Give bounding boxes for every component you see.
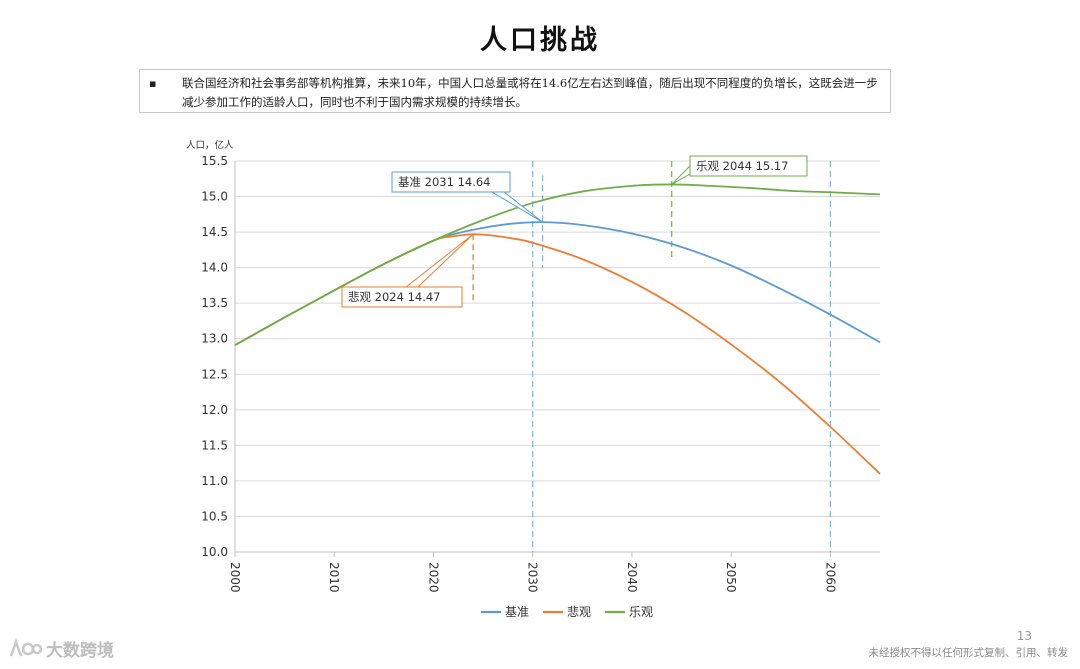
y-tick-label: 13.0 (201, 332, 228, 346)
y-tick-label: 15.5 (201, 154, 228, 168)
legend-label-baseline: 基准 (505, 605, 529, 619)
y-tick-label: 15.0 (201, 190, 228, 204)
legend-label-optimistic: 乐观 (629, 605, 653, 619)
x-tick-label: 2020 (426, 562, 440, 593)
x-tick-label: 2050 (724, 562, 738, 593)
y-tick-label: 12.0 (201, 403, 228, 417)
y-tick-label: 12.5 (201, 367, 228, 381)
x-tick-label: 2030 (526, 562, 540, 593)
x-tick-label: 2000 (228, 562, 242, 593)
callout-box-baseline (391, 171, 511, 193)
x-tick-label: 2060 (823, 562, 837, 593)
callout-box-optimistic (689, 155, 808, 177)
series-line-pessimistic (234, 233, 881, 475)
callout-pointer-pessimistic (404, 233, 474, 288)
callout-label-baseline: 基准 2031 14.64 (398, 175, 491, 189)
y-tick-label: 10.0 (201, 545, 228, 559)
callout-box-pessimistic (341, 286, 463, 308)
y-tick-label: 11.5 (201, 438, 228, 452)
y-tick-label: 11.0 (201, 474, 228, 488)
page-title: 人口挑战 (480, 25, 600, 56)
callout-label-optimistic: 乐观 2044 15.17 (696, 159, 789, 173)
callout-label-pessimistic: 悲观 2024 14.47 (348, 290, 441, 304)
x-tick-label: 2040 (625, 562, 639, 593)
x-tick-label: 2010 (327, 562, 341, 593)
footer-notice: 未经授权不得以任何形式复制、引用、转发 (868, 647, 1069, 659)
y-tick-label: 14.5 (201, 225, 228, 239)
y-tick-label: 14.0 (201, 261, 228, 275)
watermark: 大数跨境 (8, 636, 114, 661)
bullet-icon: ▪ (149, 77, 157, 90)
y-axis-label: 人口，亿人 (186, 139, 234, 151)
series-line-baseline (234, 221, 881, 346)
callout-pointer-optimistic (671, 164, 691, 185)
series-line-optimistic (234, 183, 881, 346)
legend-label-pessimistic: 悲观 (567, 604, 591, 619)
note-text: 联合国经济和社会事务部等机构推算，未来10年，中国人口总量或将在14.6亿左右达… (182, 76, 878, 109)
watermark-text: 大数跨境 (46, 641, 114, 661)
note-box: ▪ 联合国经济和社会事务部等机构推算，未来10年，中国人口总量或将在14.6亿左… (139, 69, 891, 113)
y-tick-label: 10.5 (201, 509, 228, 523)
page-number: 13 (1016, 629, 1032, 643)
y-tick-label: 13.5 (201, 296, 228, 310)
logo-icon (9, 637, 42, 656)
